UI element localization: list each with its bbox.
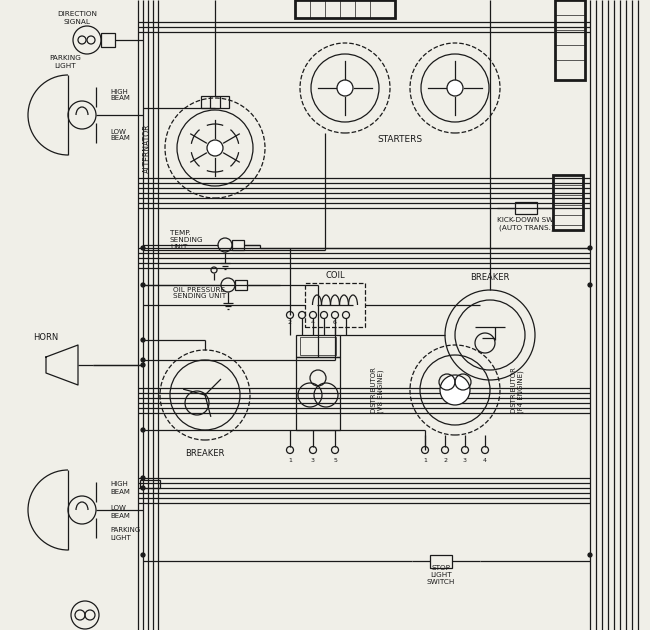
Text: STOP
LIGHT
SWITCH: STOP LIGHT SWITCH	[427, 565, 455, 585]
Text: OIL PRESSURE
SENDING UNIT: OIL PRESSURE SENDING UNIT	[173, 287, 226, 299]
Text: HIGH
BEAM: HIGH BEAM	[110, 481, 130, 495]
Bar	[553, 175, 583, 230]
Circle shape	[141, 363, 145, 367]
Text: 1: 1	[423, 457, 427, 462]
Circle shape	[141, 358, 145, 362]
Bar	[235, 280, 247, 290]
Text: PARKING
LIGHT: PARKING LIGHT	[49, 55, 81, 69]
Bar	[101, 33, 115, 47]
Bar	[296, 335, 340, 357]
Text: 4: 4	[311, 319, 315, 324]
Text: 2: 2	[443, 457, 447, 462]
Text: 6: 6	[333, 319, 337, 324]
Text: 5: 5	[333, 457, 337, 462]
Bar	[140, 480, 160, 488]
Text: PARKING
LIGHT: PARKING LIGHT	[110, 527, 140, 541]
Text: KICK-DOWN SW.
(AUTO TRANS.): KICK-DOWN SW. (AUTO TRANS.)	[497, 217, 555, 231]
Circle shape	[337, 80, 353, 96]
Text: BREAKER: BREAKER	[185, 449, 225, 457]
Text: DIRECTION
SIGNAL: DIRECTION SIGNAL	[57, 11, 97, 25]
Text: LOW
BEAM: LOW BEAM	[110, 505, 130, 518]
Circle shape	[207, 140, 223, 156]
Bar	[305, 283, 365, 327]
Circle shape	[141, 476, 145, 480]
Text: ALTERNATOR: ALTERNATOR	[142, 123, 151, 173]
Text: TEMP.
SENDING
UNIT: TEMP. SENDING UNIT	[170, 230, 203, 250]
Bar	[300, 337, 336, 355]
Circle shape	[588, 246, 592, 250]
Text: COIL: COIL	[325, 270, 344, 280]
Text: 3: 3	[311, 457, 315, 462]
Bar	[295, 0, 395, 18]
Circle shape	[440, 375, 470, 405]
Circle shape	[141, 246, 145, 250]
Bar	[201, 96, 229, 108]
Circle shape	[141, 428, 145, 432]
Text: DISTRIBUTOR
(V8 ENGINE): DISTRIBUTOR (V8 ENGINE)	[370, 367, 384, 413]
Bar	[515, 202, 537, 214]
Text: 1: 1	[288, 457, 292, 462]
Bar	[232, 240, 244, 250]
Text: 3: 3	[463, 457, 467, 462]
Text: HORN: HORN	[33, 333, 58, 341]
Text: BREAKER: BREAKER	[471, 273, 510, 282]
Text: HIGH
BEAM: HIGH BEAM	[110, 88, 130, 101]
Circle shape	[141, 338, 145, 342]
Bar	[296, 357, 340, 430]
Circle shape	[588, 283, 592, 287]
Bar	[430, 555, 452, 568]
Circle shape	[141, 553, 145, 557]
Text: LOW
BEAM: LOW BEAM	[110, 129, 130, 142]
Bar	[555, 0, 585, 80]
Text: DISTRIBUTOR
(F4 ENGINE): DISTRIBUTOR (F4 ENGINE)	[510, 367, 523, 413]
Circle shape	[141, 283, 145, 287]
Text: 2: 2	[288, 319, 292, 324]
Circle shape	[588, 553, 592, 557]
Circle shape	[141, 486, 145, 490]
Text: STARTERS: STARTERS	[378, 135, 422, 144]
Circle shape	[447, 80, 463, 96]
Text: 4: 4	[483, 457, 487, 462]
